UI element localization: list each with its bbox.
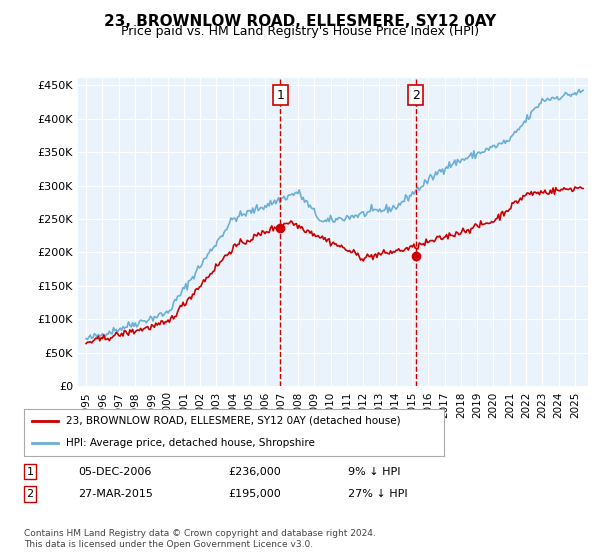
Text: 1: 1 xyxy=(277,88,284,101)
Text: 05-DEC-2006: 05-DEC-2006 xyxy=(78,466,151,477)
Text: 9% ↓ HPI: 9% ↓ HPI xyxy=(348,466,401,477)
Text: 2: 2 xyxy=(412,88,420,101)
Text: 2: 2 xyxy=(26,489,34,499)
Text: HPI: Average price, detached house, Shropshire: HPI: Average price, detached house, Shro… xyxy=(66,438,315,448)
Text: 27% ↓ HPI: 27% ↓ HPI xyxy=(348,489,407,499)
Text: 23, BROWNLOW ROAD, ELLESMERE, SY12 0AY (detached house): 23, BROWNLOW ROAD, ELLESMERE, SY12 0AY (… xyxy=(66,416,401,426)
Text: 27-MAR-2015: 27-MAR-2015 xyxy=(78,489,153,499)
Text: Price paid vs. HM Land Registry's House Price Index (HPI): Price paid vs. HM Land Registry's House … xyxy=(121,25,479,38)
Text: £236,000: £236,000 xyxy=(228,466,281,477)
Text: £195,000: £195,000 xyxy=(228,489,281,499)
Text: Contains HM Land Registry data © Crown copyright and database right 2024.
This d: Contains HM Land Registry data © Crown c… xyxy=(24,529,376,549)
Text: 1: 1 xyxy=(26,466,34,477)
Text: 23, BROWNLOW ROAD, ELLESMERE, SY12 0AY: 23, BROWNLOW ROAD, ELLESMERE, SY12 0AY xyxy=(104,14,496,29)
